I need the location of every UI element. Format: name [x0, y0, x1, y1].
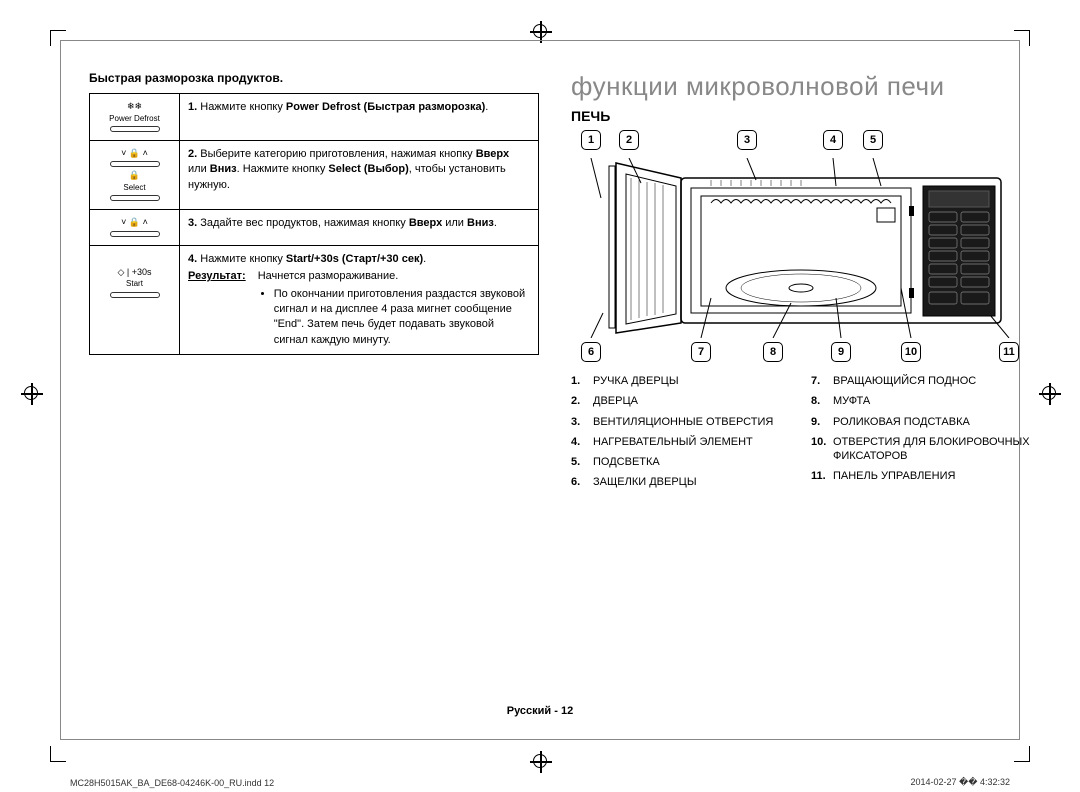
right-column: функции микроволновой печи ПЕЧЬ 1 2 3 4 …	[571, 71, 1031, 496]
footer-center: Русский - 12	[61, 705, 1019, 717]
defrost-icon: ❄❄	[98, 100, 171, 113]
legend: 1.РУЧКА ДВЕРЦЫ 2.ДВЕРЦА 3.ВЕНТИЛЯЦИОННЫЕ…	[571, 374, 1031, 496]
button-outline-icon	[110, 231, 160, 237]
callout: 2	[619, 130, 639, 150]
updown-icon: ˅ 🔒 ˄	[98, 147, 171, 160]
legend-item: ПАНЕЛЬ УПРАВЛЕНИЯ	[833, 469, 955, 483]
legend-item: МУФТА	[833, 394, 870, 408]
page-frame: Быстрая разморозка продуктов. ❄❄ Power D…	[60, 40, 1020, 740]
step-icon-cell: ˅ 🔒 ˄ 🔒 Select	[90, 140, 180, 209]
step-icon-cell: ◇ | +30s Start	[90, 245, 180, 354]
callout: 11	[999, 342, 1019, 362]
result-label: Результат:	[188, 269, 246, 348]
legend-col-left: 1.РУЧКА ДВЕРЦЫ 2.ДВЕРЦА 3.ВЕНТИЛЯЦИОННЫЕ…	[571, 374, 791, 496]
legend-item: РУЧКА ДВЕРЦЫ	[593, 374, 679, 388]
callout: 9	[831, 342, 851, 362]
callout: 8	[763, 342, 783, 362]
step-icon-cell: ❄❄ Power Defrost	[90, 94, 180, 141]
button-outline-icon	[110, 292, 160, 298]
result-text: Начнется размораживание.	[258, 269, 530, 284]
legend-col-right: 7.ВРАЩАЮЩИЙСЯ ПОДНОС 8.МУФТА 9.РОЛИКОВАЯ…	[811, 374, 1031, 496]
step-text: 3. Задайте вес продуктов, нажимая кнопку…	[180, 210, 539, 246]
table-row: ˅ 🔒 ˄ 🔒 Select 2. Выберите категорию при…	[90, 140, 539, 209]
step-icon-cell: ˅ 🔒 ˄	[90, 210, 180, 246]
oven-diagram: 1 2 3 4 5 6 7 8 9 10 11	[571, 130, 1031, 360]
callout: 4	[823, 130, 843, 150]
step-number: 4.	[188, 253, 197, 265]
step-number: 1.	[188, 101, 197, 113]
callout: 3	[737, 130, 757, 150]
step-number: 3.	[188, 217, 197, 229]
icon-label: Start	[98, 278, 171, 289]
icon-label: Power Defrost	[98, 113, 171, 124]
legend-item: ВРАЩАЮЩИЙСЯ ПОДНОС	[833, 374, 976, 388]
legend-item: ОТВЕРСТИЯ ДЛЯ БЛОКИРОВОЧНЫХ ФИКСАТОРОВ	[833, 435, 1031, 464]
footer-timestamp: 2014-02-27 �� 4:32:32	[910, 777, 1010, 788]
legend-item: ЗАЩЕЛКИ ДВЕРЦЫ	[593, 475, 697, 489]
microwave-svg	[581, 158, 1021, 338]
left-subtitle: Быстрая разморозка продуктов.	[89, 71, 539, 85]
table-row: ◇ | +30s Start 4. Нажмите кнопку Start/+…	[90, 245, 539, 354]
footer-filename: MC28H5015AK_BA_DE68-04246K-00_RU.indd 12	[70, 778, 274, 788]
callout: 10	[901, 342, 921, 362]
table-row: ˅ 🔒 ˄ 3. Задайте вес продуктов, нажимая …	[90, 210, 539, 246]
legend-item: ПОДСВЕТКА	[593, 455, 660, 469]
section-title: ПЕЧЬ	[571, 108, 1031, 124]
legend-item: ВЕНТИЛЯЦИОННЫЕ ОТВЕРСТИЯ	[593, 415, 773, 429]
table-row: ❄❄ Power Defrost 1. Нажмите кнопку Power…	[90, 94, 539, 141]
button-outline-icon	[110, 195, 160, 201]
callout: 1	[581, 130, 601, 150]
legend-item: ДВЕРЦА	[593, 394, 638, 408]
step-text: 1. Нажмите кнопку Power Defrost (Быстрая…	[180, 94, 539, 141]
updown-icon: ˅ 🔒 ˄	[98, 216, 171, 229]
button-outline-icon	[110, 161, 160, 167]
select-icon: 🔒	[98, 169, 171, 182]
callout: 7	[691, 342, 711, 362]
step-text: 4. Нажмите кнопку Start/+30s (Старт/+30 …	[180, 245, 539, 354]
icon-label: Select	[98, 182, 171, 193]
result-bullet: По окончании приготовления раздастся зву…	[274, 287, 530, 349]
button-outline-icon	[110, 126, 160, 132]
step-number: 2.	[188, 148, 197, 160]
step-text: 2. Выберите категорию приготовления, наж…	[180, 140, 539, 209]
callout: 6	[581, 342, 601, 362]
main-title: функции микроволновой печи	[571, 71, 1031, 102]
start-icon: ◇ | +30s	[98, 266, 171, 279]
left-column: Быстрая разморозка продуктов. ❄❄ Power D…	[89, 71, 539, 355]
callout: 5	[863, 130, 883, 150]
legend-item: РОЛИКОВАЯ ПОДСТАВКА	[833, 415, 970, 429]
legend-item: НАГРЕВАТЕЛЬНЫЙ ЭЛЕМЕНТ	[593, 435, 753, 449]
steps-table: ❄❄ Power Defrost 1. Нажмите кнопку Power…	[89, 93, 539, 355]
